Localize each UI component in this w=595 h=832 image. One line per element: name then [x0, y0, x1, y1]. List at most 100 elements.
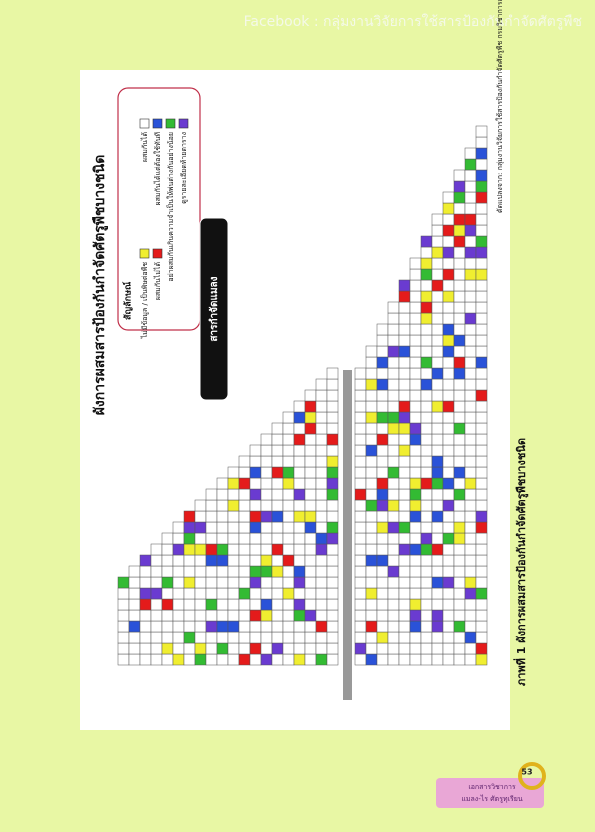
- grid-cell: [475, 642, 488, 655]
- grid-cell: [326, 455, 339, 468]
- grid-cell: [409, 411, 422, 424]
- grid-cell: [304, 389, 317, 402]
- grid-cell: [420, 532, 433, 545]
- grid-cell: [464, 466, 477, 479]
- grid-cell: [453, 521, 466, 534]
- grid-cell: [464, 356, 477, 369]
- grid-cell: [249, 576, 262, 589]
- grid-cell: [315, 488, 328, 501]
- grid-cell: [216, 499, 229, 512]
- figure-title: ผังการผสมสารป้องกันกำจัดศัตรูพืชบางชนิด: [92, 155, 108, 416]
- grid-cell: [453, 257, 466, 270]
- grid-cell: [304, 455, 317, 468]
- grid-cell: [183, 620, 196, 633]
- grid-cell: [420, 301, 433, 314]
- grid-cell: [442, 510, 455, 523]
- grid-cell: [431, 510, 444, 523]
- grid-cell: [431, 323, 444, 336]
- grid-cell: [387, 477, 400, 490]
- grid-cell: [420, 433, 433, 446]
- grid-cell: [475, 499, 488, 512]
- grid-cell: [409, 598, 422, 611]
- grid-cell: [216, 565, 229, 578]
- grid-cell: [271, 510, 284, 523]
- grid-cell: [282, 598, 295, 611]
- grid-cell: [271, 576, 284, 589]
- grid-cell: [409, 290, 422, 303]
- grid-cell: [409, 389, 422, 402]
- grid-cell: [205, 488, 218, 501]
- grid-cell: [475, 356, 488, 369]
- grid-cell: [183, 587, 196, 600]
- grid-cell: [293, 554, 306, 567]
- grid-cell: [354, 367, 367, 380]
- grid-cell: [464, 510, 477, 523]
- grid-cell: [293, 521, 306, 534]
- legend-swatch: [139, 248, 150, 259]
- grid-cell: [128, 642, 141, 655]
- grid-cell: [205, 587, 218, 600]
- grid-cell: [117, 620, 130, 633]
- grid-cell: [387, 422, 400, 435]
- grid-cell: [387, 488, 400, 501]
- grid-cell: [420, 334, 433, 347]
- grid-cell: [420, 631, 433, 644]
- grid-cell: [453, 609, 466, 622]
- grid-cell: [183, 510, 196, 523]
- grid-cell: [227, 576, 240, 589]
- grid-cell: [304, 477, 317, 490]
- grid-cell: [398, 510, 411, 523]
- grid-cell: [326, 400, 339, 413]
- grid-cell: [282, 455, 295, 468]
- grid-cell: [128, 620, 141, 633]
- grid-cell: [442, 378, 455, 391]
- grid-cell: [205, 642, 218, 655]
- grid-cell: [453, 235, 466, 248]
- grid-cell: [464, 620, 477, 633]
- grid-cell: [442, 323, 455, 336]
- grid-cell: [282, 433, 295, 446]
- footer-swirl: [518, 762, 546, 790]
- grid-cell: [387, 367, 400, 380]
- grid-cell: [304, 565, 317, 578]
- grid-cell: [354, 543, 367, 556]
- grid-cell: [128, 609, 141, 622]
- grid-cell: [216, 642, 229, 655]
- grid-cell: [442, 356, 455, 369]
- grid-cell: [475, 532, 488, 545]
- grid-cell: [354, 576, 367, 589]
- grid-cell: [376, 510, 389, 523]
- grid-cell: [238, 576, 251, 589]
- grid-cell: [431, 224, 444, 237]
- legend-label: ไม่มีข้อมูล / เป็นพิษต่อพืช: [140, 262, 149, 340]
- grid-cell: [475, 312, 488, 325]
- grid-cell: [161, 576, 174, 589]
- grid-cell: [464, 389, 477, 402]
- grid-cell: [205, 631, 218, 644]
- grid-cell: [376, 488, 389, 501]
- grid-cell: [420, 345, 433, 358]
- grid-cell: [376, 477, 389, 490]
- grid-cell: [409, 323, 422, 336]
- page-number: 53: [521, 768, 532, 777]
- grid-cell: [249, 620, 262, 633]
- grid-cell: [376, 356, 389, 369]
- grid-cell: [420, 455, 433, 468]
- grid-cell: [409, 521, 422, 534]
- grid-cell: [431, 488, 444, 501]
- grid-cell: [304, 554, 317, 567]
- grid-cell: [249, 488, 262, 501]
- grid-cell: [376, 466, 389, 479]
- grid-cell: [238, 565, 251, 578]
- grid-cell: [260, 587, 273, 600]
- grid-cell: [464, 444, 477, 457]
- grid-cell: [293, 411, 306, 424]
- grid-cell: [442, 477, 455, 490]
- grid-cell: [431, 565, 444, 578]
- grid-cell: [420, 257, 433, 270]
- grid-cell: [139, 554, 152, 567]
- grid-cell: [464, 422, 477, 435]
- grid-cell: [398, 642, 411, 655]
- grid-cell: [249, 466, 262, 479]
- grid-cell: [227, 532, 240, 545]
